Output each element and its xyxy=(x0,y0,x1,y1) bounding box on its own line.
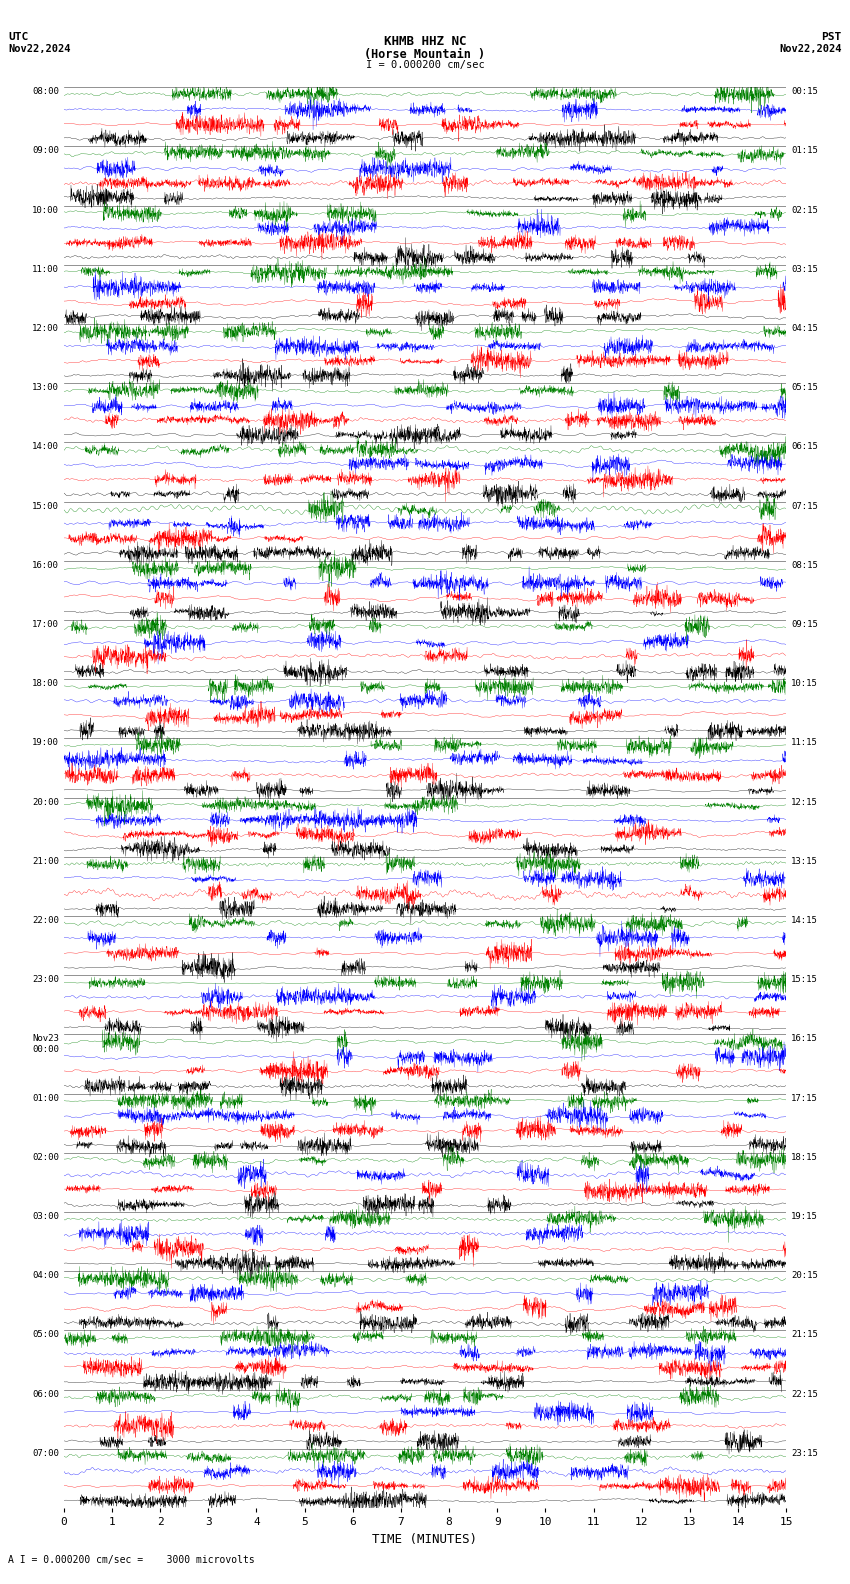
X-axis label: TIME (MINUTES): TIME (MINUTES) xyxy=(372,1533,478,1546)
Text: I = 0.000200 cm/sec: I = 0.000200 cm/sec xyxy=(366,60,484,70)
Text: Nov22,2024: Nov22,2024 xyxy=(8,44,71,54)
Text: KHMB HHZ NC: KHMB HHZ NC xyxy=(383,35,467,48)
Text: Nov22,2024: Nov22,2024 xyxy=(779,44,842,54)
Text: A I = 0.000200 cm/sec =    3000 microvolts: A I = 0.000200 cm/sec = 3000 microvolts xyxy=(8,1555,255,1565)
Text: (Horse Mountain ): (Horse Mountain ) xyxy=(365,48,485,60)
Text: UTC: UTC xyxy=(8,32,29,41)
Text: PST: PST xyxy=(821,32,842,41)
